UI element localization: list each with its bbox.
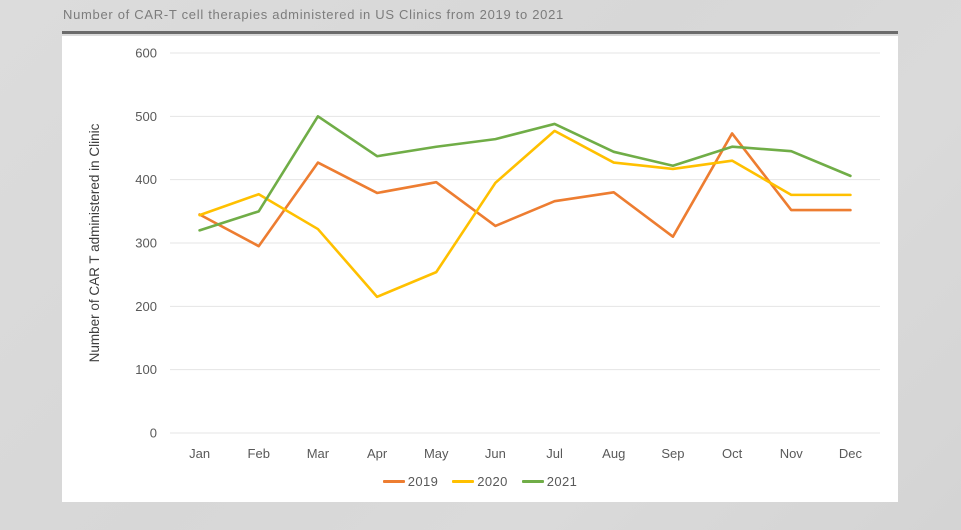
series-line-2020 xyxy=(198,129,852,299)
series-line-2021 xyxy=(198,115,852,232)
x-tick-label: Dec xyxy=(839,446,863,461)
y-tick-label: 200 xyxy=(135,299,157,314)
legend-label: 2020 xyxy=(477,474,508,489)
x-tick-label: Jul xyxy=(546,446,563,461)
legend-swatch-2021 xyxy=(521,480,544,483)
legend-item-2021: 2021 xyxy=(521,474,578,489)
chart-legend: 2019 2020 2021 xyxy=(62,474,898,489)
x-tick-label: Sep xyxy=(661,446,684,461)
y-tick-label: 300 xyxy=(135,236,157,251)
y-tick-label: 500 xyxy=(135,109,157,124)
y-tick-label: 100 xyxy=(135,362,157,377)
y-axis-title: Number of CAR T administered in Clinic xyxy=(87,123,102,362)
y-tick-label: 400 xyxy=(135,172,157,187)
x-tick-label: Jun xyxy=(485,446,506,461)
x-tick-label: Feb xyxy=(248,446,270,461)
x-tick-label: Jan xyxy=(189,446,210,461)
x-tick-label: Apr xyxy=(367,446,388,461)
x-tick-label: Aug xyxy=(602,446,625,461)
legend-label: 2019 xyxy=(407,474,439,489)
legend-label: 2021 xyxy=(546,474,578,489)
x-tick-label: May xyxy=(424,446,449,461)
legend-swatch-2019 xyxy=(382,480,405,483)
x-tick-label: Oct xyxy=(722,446,743,461)
y-tick-label: 600 xyxy=(135,46,157,61)
title-divider xyxy=(62,31,898,34)
y-tick-label: 0 xyxy=(150,426,157,441)
x-tick-label: Nov xyxy=(780,446,804,461)
chart-title: Number of CAR-T cell therapies administe… xyxy=(63,7,564,22)
legend-swatch-2020 xyxy=(452,480,475,483)
legend-item-2020: 2020 xyxy=(452,474,508,489)
legend-item-2019: 2019 xyxy=(382,474,439,489)
chart-card: 0 100 200 300 400 500 600 Jan Feb Mar Apr May Jun Jul… xyxy=(62,36,898,502)
line-chart: 0 100 200 300 400 500 600 Jan Feb Mar Apr May Jun Jul… xyxy=(87,46,880,461)
x-tick-label: Mar xyxy=(307,446,330,461)
